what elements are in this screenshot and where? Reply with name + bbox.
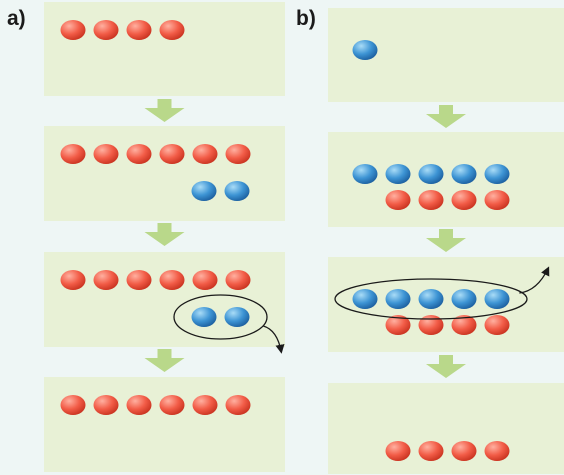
down-arrow-icon-a-1 — [145, 99, 185, 122]
red-particle-a-4-top-4 — [160, 395, 185, 415]
red-particle-a-1-top-4 — [160, 20, 185, 40]
blue-particle-b-3-top-3 — [419, 289, 444, 309]
down-arrow-icon-a-2 — [145, 223, 185, 246]
red-particle-a-2-top-3 — [127, 144, 152, 164]
blue-particle-b-3-top-1 — [353, 289, 378, 309]
blue-particle-a-3-bottom-1 — [192, 307, 217, 327]
red-particle-b-3-bottom-2 — [419, 315, 444, 335]
down-arrow-icon-b-3 — [426, 355, 466, 378]
red-particle-a-2-top-4 — [160, 144, 185, 164]
blue-particle-b-3-top-2 — [386, 289, 411, 309]
blue-particle-b-2-top-3 — [419, 164, 444, 184]
red-particle-b-2-bottom-2 — [419, 190, 444, 210]
red-particle-a-4-top-3 — [127, 395, 152, 415]
red-particle-a-3-top-4 — [160, 270, 185, 290]
blue-particle-a-3-bottom-2 — [225, 307, 250, 327]
panel-b-label: b) — [296, 7, 316, 30]
panel-a-label: a) — [7, 7, 26, 30]
red-particle-b-2-bottom-3 — [452, 190, 477, 210]
red-particle-a-4-top-6 — [226, 395, 251, 415]
stage-box-a-4 — [44, 377, 285, 472]
blue-particle-b-1-top-1 — [353, 40, 378, 60]
down-arrow-icon-b-2 — [426, 229, 466, 252]
red-particle-a-1-top-2 — [94, 20, 119, 40]
red-particle-b-4-bottom-3 — [452, 441, 477, 461]
red-particle-b-2-bottom-4 — [485, 190, 510, 210]
red-particle-a-3-top-6 — [226, 270, 251, 290]
red-particle-b-4-bottom-1 — [386, 441, 411, 461]
red-particle-a-2-top-2 — [94, 144, 119, 164]
blue-particle-b-3-top-5 — [485, 289, 510, 309]
stage-box-a-1 — [44, 2, 285, 96]
blue-particle-b-3-top-4 — [452, 289, 477, 309]
red-particle-a-3-top-2 — [94, 270, 119, 290]
stage-box-a-2 — [44, 126, 285, 221]
red-particle-a-1-top-1 — [61, 20, 86, 40]
red-particle-a-4-top-1 — [61, 395, 86, 415]
down-arrow-icon-a-3 — [145, 349, 185, 372]
red-particle-a-1-top-3 — [127, 20, 152, 40]
stage-boxes — [44, 2, 564, 474]
red-particle-a-2-top-5 — [193, 144, 218, 164]
stage-box-b-4 — [328, 383, 564, 474]
blue-particle-b-2-top-1 — [353, 164, 378, 184]
blue-particle-b-2-top-2 — [386, 164, 411, 184]
red-particle-a-3-top-1 — [61, 270, 86, 290]
red-particle-a-4-top-5 — [193, 395, 218, 415]
red-particle-a-3-top-5 — [193, 270, 218, 290]
red-particle-a-2-top-6 — [226, 144, 251, 164]
red-particle-b-3-bottom-4 — [485, 315, 510, 335]
red-particle-b-4-bottom-2 — [419, 441, 444, 461]
red-particle-b-4-bottom-4 — [485, 441, 510, 461]
blue-particle-b-2-top-5 — [485, 164, 510, 184]
blue-particle-b-2-top-4 — [452, 164, 477, 184]
blue-particle-a-2-bottom-2 — [225, 181, 250, 201]
red-particle-a-4-top-2 — [94, 395, 119, 415]
red-particle-a-2-top-1 — [61, 144, 86, 164]
red-particle-a-3-top-3 — [127, 270, 152, 290]
red-particle-b-2-bottom-1 — [386, 190, 411, 210]
down-arrow-icon-b-1 — [426, 105, 466, 128]
blue-particle-a-2-bottom-1 — [192, 181, 217, 201]
